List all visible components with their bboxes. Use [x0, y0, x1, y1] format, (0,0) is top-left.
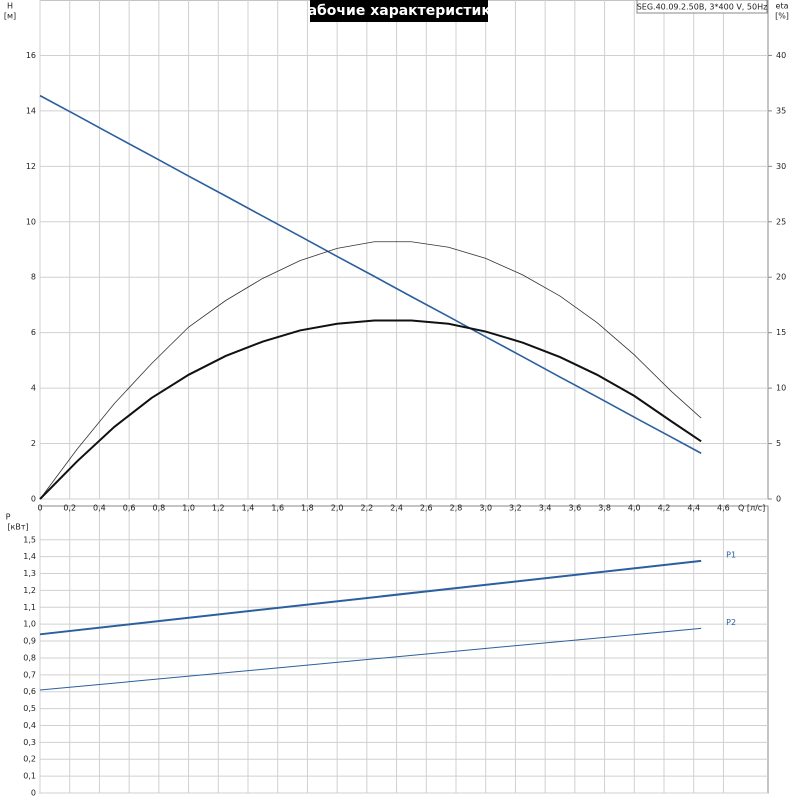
- x-tick-label: 1,4: [242, 504, 255, 513]
- y-tick-label: 0,9: [23, 637, 36, 646]
- y-tick-label: 4: [31, 384, 36, 393]
- y-tick-label: 0,6: [23, 687, 36, 696]
- y2-tick-label: 25: [776, 217, 786, 226]
- x-tick-label: 0,6: [123, 504, 136, 513]
- y-tick-label: 0,8: [23, 653, 36, 662]
- x-tick-label: 1,2: [212, 504, 225, 513]
- y-tick-label: 0,1: [23, 772, 36, 781]
- x-tick-label: 3,4: [539, 504, 552, 513]
- line-series: [39, 627, 702, 691]
- y-tick-label: 14: [26, 106, 36, 115]
- y-tick-label: 0,2: [23, 755, 36, 764]
- x-tick-label: 4,0: [628, 504, 641, 513]
- y-tick-label: 1,0: [23, 620, 36, 629]
- x-tick-label: 3,0: [479, 504, 492, 513]
- x-tick-label: 2,2: [360, 504, 373, 513]
- y-tick-label: 0: [31, 789, 36, 798]
- y2-tick-label: 10: [776, 384, 786, 393]
- y-tick-label: 0,5: [23, 704, 36, 713]
- y-tick-label: 1,2: [23, 586, 36, 595]
- y2-axis-unit: [%]: [775, 12, 789, 21]
- y-axis-label: H: [7, 2, 13, 11]
- x-tick-label: 0,2: [63, 504, 76, 513]
- x-tick-label: 3,2: [509, 504, 522, 513]
- bottom-plot-frame: [39, 505, 769, 794]
- y-tick-label: 10: [26, 217, 36, 226]
- y-tick-label: 16: [26, 51, 36, 60]
- x-tick-label: 1,6: [271, 504, 284, 513]
- y-axis-unit: [м]: [4, 12, 16, 21]
- x-tick-label: 2,4: [390, 504, 403, 513]
- x-tick-label: 0: [37, 504, 42, 513]
- chart-title: Рабочие характеристики: [297, 3, 500, 19]
- y-tick-label: 1,4: [23, 552, 36, 561]
- x-tick-label: 2,0: [331, 504, 344, 513]
- y-tick-label: 0: [31, 495, 36, 504]
- line-series: [39, 559, 702, 636]
- title-box: [310, 0, 488, 22]
- y2-tick-label: 20: [776, 273, 786, 282]
- x-tick-label: 4,2: [658, 504, 671, 513]
- y2-tick-label: 40: [776, 51, 786, 60]
- y2-tick-label: 35: [776, 106, 786, 115]
- y-tick-label: 8: [31, 273, 36, 282]
- x-tick-label: 0,8: [152, 504, 165, 513]
- y2-tick-label: 5: [776, 439, 781, 448]
- series-label: P1: [726, 550, 736, 559]
- y2-tick-label: 30: [776, 162, 786, 171]
- y-tick-label: 2: [31, 439, 36, 448]
- y-axis-unit: [кВт]: [7, 523, 28, 532]
- x-tick-label: 4,6: [717, 504, 730, 513]
- x-tick-label: 1,0: [182, 504, 195, 513]
- line-series: [39, 241, 702, 500]
- x-tick-label: 3,6: [568, 504, 581, 513]
- x-tick-label: 3,8: [598, 504, 611, 513]
- x-tick-label: 2,6: [420, 504, 433, 513]
- line-series: [39, 94, 702, 454]
- x-tick-label: 4,4: [687, 504, 700, 513]
- x-tick-label: 2,8: [450, 504, 463, 513]
- y-tick-label: 6: [31, 328, 36, 337]
- x-tick-label: 1,8: [301, 504, 314, 513]
- y2-tick-label: 15: [776, 328, 786, 337]
- series-label: P2: [726, 618, 736, 627]
- y-tick-label: 0,4: [23, 721, 36, 730]
- y-tick-label: 12: [26, 162, 36, 171]
- subtitle: SEG.40.09.2.50B, 3*400 V, 50Hz: [637, 3, 768, 12]
- top-plot-frame: [39, 0, 769, 500]
- y-tick-label: 1,3: [23, 569, 36, 578]
- y2-axis-label: eta: [776, 2, 789, 11]
- x-axis-label: Q [л/с]: [738, 504, 765, 513]
- y2-tick-label: 0: [776, 495, 781, 504]
- y-axis-label: P: [6, 513, 11, 522]
- y-tick-label: 1,5: [23, 535, 36, 544]
- y-tick-label: 0,7: [23, 670, 36, 679]
- x-tick-label: 0,4: [93, 504, 106, 513]
- y-tick-label: 1,1: [23, 603, 36, 612]
- y-tick-label: 0,3: [23, 738, 36, 747]
- line-series: [39, 319, 702, 500]
- subtitle-box: [636, 0, 768, 14]
